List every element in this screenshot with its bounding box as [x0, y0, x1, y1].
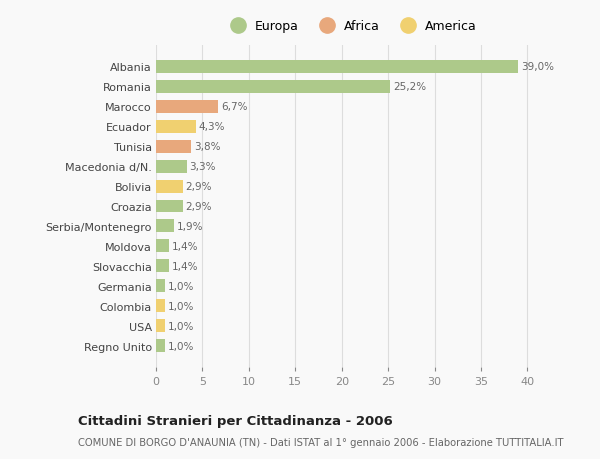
- Legend: Europa, Africa, America: Europa, Africa, America: [225, 20, 477, 33]
- Bar: [156, 320, 165, 333]
- Text: 1,0%: 1,0%: [168, 281, 194, 291]
- Text: Cittadini Stranieri per Cittadinanza - 2006: Cittadini Stranieri per Cittadinanza - 2…: [78, 414, 393, 428]
- Text: 25,2%: 25,2%: [393, 82, 426, 92]
- Text: 2,9%: 2,9%: [186, 202, 212, 212]
- Bar: [156, 220, 173, 233]
- Bar: [156, 180, 183, 193]
- Bar: [156, 61, 518, 73]
- Text: 3,8%: 3,8%: [194, 142, 221, 152]
- Text: 2,9%: 2,9%: [186, 182, 212, 191]
- Bar: [156, 280, 165, 293]
- Bar: [156, 240, 169, 253]
- Bar: [156, 160, 187, 173]
- Text: 1,0%: 1,0%: [168, 301, 194, 311]
- Bar: [156, 101, 218, 113]
- Text: 39,0%: 39,0%: [521, 62, 554, 72]
- Bar: [156, 340, 165, 353]
- Text: COMUNE DI BORGO D'ANAUNIA (TN) - Dati ISTAT al 1° gennaio 2006 - Elaborazione TU: COMUNE DI BORGO D'ANAUNIA (TN) - Dati IS…: [78, 437, 563, 447]
- Text: 1,0%: 1,0%: [168, 341, 194, 351]
- Text: 3,3%: 3,3%: [190, 162, 216, 172]
- Text: 6,7%: 6,7%: [221, 102, 248, 112]
- Bar: [156, 260, 169, 273]
- Text: 1,4%: 1,4%: [172, 241, 198, 252]
- Bar: [156, 300, 165, 313]
- Text: 4,3%: 4,3%: [199, 122, 225, 132]
- Bar: [156, 80, 390, 93]
- Text: 1,4%: 1,4%: [172, 261, 198, 271]
- Bar: [156, 140, 191, 153]
- Bar: [156, 120, 196, 133]
- Text: 1,9%: 1,9%: [176, 222, 203, 231]
- Bar: [156, 200, 183, 213]
- Text: 1,0%: 1,0%: [168, 321, 194, 331]
